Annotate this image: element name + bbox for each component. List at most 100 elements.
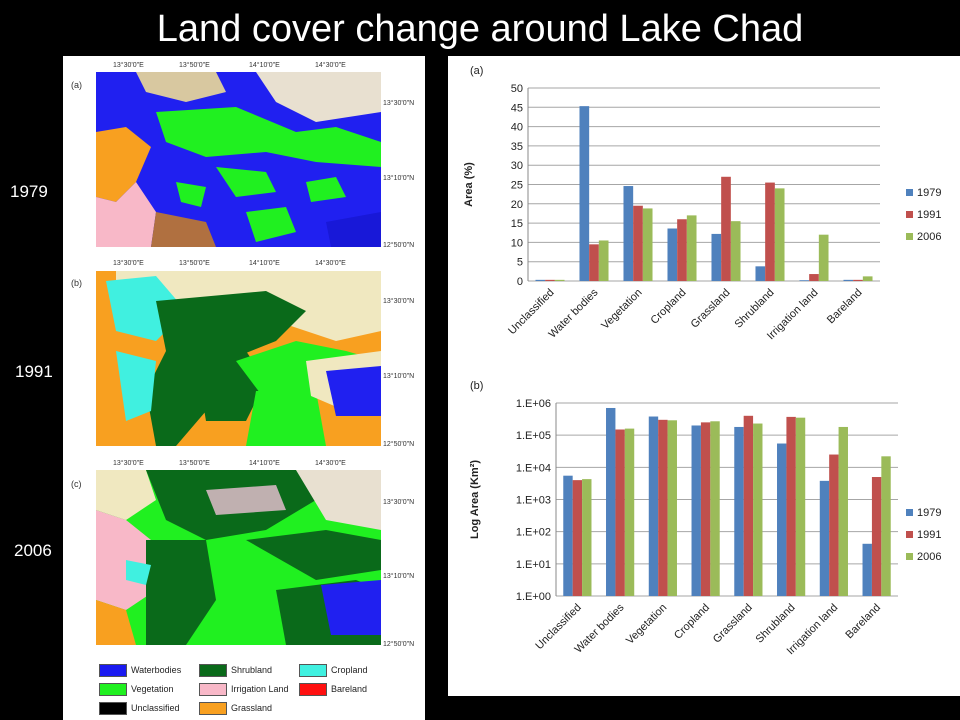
bar <box>743 415 754 596</box>
map-lon-label: 13°50'0"E <box>179 260 210 267</box>
bar <box>795 417 806 596</box>
y-tick-label: 1.E+04 <box>516 462 551 474</box>
bar <box>765 182 775 281</box>
y-tick-label: 45 <box>511 102 523 114</box>
x-tick-label: Bareland <box>843 602 883 642</box>
x-tick-label: Grassland <box>711 602 755 646</box>
y-tick-label: 1.E+06 <box>516 398 551 410</box>
legend-swatch-cropland <box>299 664 327 677</box>
y-tick-label: 30 <box>511 160 523 172</box>
map-lon-label: 13°50'0"E <box>179 460 210 467</box>
year-label-1991: 1991 <box>15 362 53 381</box>
legend-swatch <box>906 189 913 196</box>
map-lat-label: 13°30'0"N <box>383 499 415 506</box>
bar <box>606 407 616 596</box>
x-tick-label: Cropland <box>672 602 712 642</box>
legend-label-unclassified: Unclassified <box>131 703 180 713</box>
legend-label-waterbodies: Waterbodies <box>131 665 182 675</box>
y-tick-label: 0 <box>517 276 523 288</box>
slide-title: Land cover change around Lake Chad <box>156 8 804 50</box>
map-lat-label: 13°30'0"N <box>383 298 415 305</box>
bar <box>755 266 766 281</box>
bar <box>777 443 787 596</box>
map-lon-label: 14°10'0"E <box>249 62 280 69</box>
bar <box>700 422 711 596</box>
legend-label-vegetation: Vegetation <box>131 684 174 694</box>
bar <box>615 429 625 596</box>
bar <box>572 480 583 596</box>
map-lon-label: 13°50'0"E <box>179 62 210 69</box>
legend-swatch-vegetation <box>99 683 127 696</box>
bar <box>881 456 891 596</box>
bar <box>691 425 701 596</box>
map-lon-label: 14°10'0"E <box>249 460 280 467</box>
legend-label-cropland: Cropland <box>331 665 368 675</box>
legend-label-bareland: Bareland <box>331 684 368 694</box>
bar <box>589 244 599 281</box>
y-tick-label: 15 <box>511 218 523 230</box>
land-cover-map-1991 <box>96 271 381 446</box>
y-tick-label: 1.E+01 <box>516 559 551 571</box>
y-axis-label: Area (%) <box>463 162 475 207</box>
x-tick-label: Shrubland <box>733 287 777 331</box>
map-lon-label: 13°30'0"E <box>113 260 144 267</box>
bar <box>563 475 573 596</box>
map-lon-label: 14°30'0"E <box>315 62 346 69</box>
legend-swatch-shrubland <box>199 664 227 677</box>
year-label-1979: 1979 <box>10 182 48 201</box>
bar-charts-panel: (a) 0 5 10 15 20 25 30 35 40 45 50 Area (%) Unclassif… <box>448 56 960 696</box>
legend-label-shrubland: Shrubland <box>231 665 273 675</box>
legend-label-irrigation-land: Irrigation Land <box>231 684 289 694</box>
map-lat-label: 13°10'0"N <box>383 175 415 182</box>
map-lat-label: 13°10'0"N <box>383 373 415 380</box>
bar <box>843 279 854 281</box>
land-cover-map-1979 <box>96 72 381 247</box>
legend-swatch-bareland <box>299 683 327 696</box>
legend-label: 2006 <box>917 551 941 563</box>
chart-panel-label: (b) <box>470 380 483 392</box>
bar <box>633 205 643 281</box>
bar <box>623 186 634 281</box>
land-cover-maps-panel: (a) 13°30'0"E 13°50'0"E 14°10'0"E 14°30'… <box>63 56 425 720</box>
bar <box>545 279 555 281</box>
y-tick-label: 35 <box>511 141 523 153</box>
bar <box>753 423 763 596</box>
map-lat-label: 12°50'0"N <box>383 641 415 648</box>
map-letter-b: (b) <box>71 278 82 288</box>
x-tick-label: Bareland <box>825 287 865 327</box>
x-tick-label: Grassland <box>689 287 733 331</box>
bar <box>579 106 590 281</box>
y-tick-label: 5 <box>517 257 523 269</box>
legend-swatch-irrigation-land <box>199 683 227 696</box>
legend-label: 1991 <box>917 529 941 541</box>
bar <box>829 454 839 596</box>
legend-swatch <box>906 531 913 538</box>
legend-swatch-unclassified <box>99 702 127 715</box>
x-tick-label: Cropland <box>648 287 688 327</box>
bar <box>667 420 677 596</box>
bar <box>774 188 785 281</box>
bar <box>819 480 830 596</box>
bar <box>642 208 653 281</box>
x-tick-label: Shrubland <box>754 602 798 646</box>
bar <box>862 543 872 596</box>
bar <box>711 233 722 281</box>
bar <box>721 176 731 281</box>
bar <box>648 416 659 596</box>
bar <box>535 279 546 281</box>
map-letter-a: (a) <box>71 80 82 90</box>
map-lon-label: 14°10'0"E <box>249 260 280 267</box>
legend-swatch-grassland <box>199 702 227 715</box>
bar <box>730 221 741 281</box>
legend-label-grassland: Grassland <box>231 703 273 713</box>
bar <box>809 274 819 281</box>
map-letter-c: (c) <box>71 479 82 489</box>
map-lon-label: 13°30'0"E <box>113 460 144 467</box>
map-lon-label: 14°30'0"E <box>315 260 346 267</box>
legend-label: 2006 <box>917 231 941 243</box>
bar <box>734 426 744 596</box>
map-lat-label: 13°30'0"N <box>383 100 415 107</box>
legend-swatch <box>906 509 913 516</box>
y-tick-label: 40 <box>511 122 523 134</box>
